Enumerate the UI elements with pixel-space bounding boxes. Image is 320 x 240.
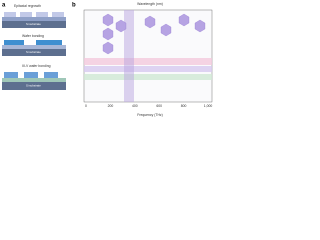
panel-label: a [2,3,6,9]
row-title: III-V wafer bonding [22,64,51,68]
layer [4,72,18,78]
band [84,58,212,65]
band [84,66,212,72]
row-title: Epitaxial regrowth [14,4,41,8]
layer [24,72,38,78]
x-tick-label: 1,000 [204,104,213,108]
layer [44,72,58,78]
x-tick-label: 0 [85,104,87,108]
layer [36,12,48,17]
x-tick-label: 800 [181,104,187,108]
band [84,74,212,80]
substrate-label: Si substrate [26,22,41,26]
top-axis-title: Wavelength (nm) [137,2,163,6]
layer [4,40,24,45]
schematic-row: Epitaxial regrowth Si substrate [2,4,66,28]
schematic-row: Wafer bonding Si substrate [2,34,66,56]
band [124,10,134,102]
x-tick-label: 600 [156,104,162,108]
layer [36,40,62,45]
x-axis-title: Frequency (THz) [137,113,162,117]
substrate [2,82,66,90]
hexagons [102,13,206,55]
x-ticks: 0 200 400 600 800 1,000 [85,104,212,108]
substrate [2,21,66,28]
substrate [2,49,66,56]
schematic-row: III-V wafer bonding Si substrate [2,64,66,90]
layer [52,12,64,17]
layer [20,12,32,17]
layer [4,12,16,17]
row-title: Wafer bonding [22,34,44,38]
x-tick-label: 200 [108,104,114,108]
x-tick-label: 400 [132,104,138,108]
substrate-label: Si substrate [26,50,41,54]
substrate-label: Si substrate [26,84,41,88]
figure: a Epitaxial regrowth Si substrate Wafer … [0,0,216,120]
panel-label: b [72,3,76,9]
layer [2,78,66,82]
layer [2,17,66,21]
layer [2,45,66,49]
